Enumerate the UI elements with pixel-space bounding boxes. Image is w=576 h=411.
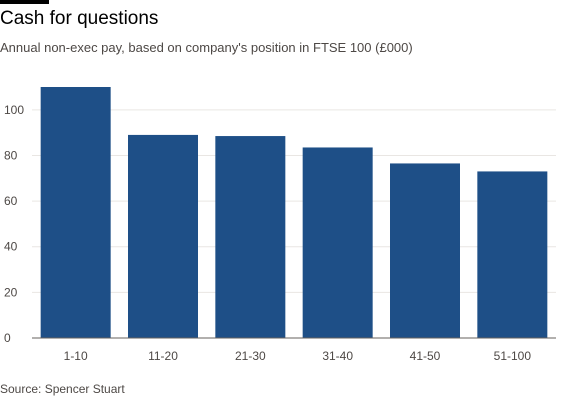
y-tick-label: 0 (4, 331, 11, 345)
bar-51-100 (477, 171, 548, 338)
source-note: Source: Spencer Stuart (0, 382, 125, 396)
header-rule (0, 0, 49, 4)
bar-21-30 (215, 136, 286, 338)
y-tick-label: 80 (4, 148, 18, 162)
x-tick-label: 31-40 (322, 349, 353, 363)
bar-31-40 (302, 147, 373, 338)
y-tick-label: 100 (4, 103, 24, 117)
bar-41-50 (390, 163, 460, 338)
y-axis-tick-labels: 0 20 40 60 80 100 (4, 103, 24, 345)
x-tick-label: 41-50 (410, 349, 441, 363)
x-tick-label: 11-20 (148, 349, 178, 363)
bars (40, 87, 548, 338)
x-tick-label: 1-10 (64, 349, 88, 363)
bar-chart: 0 20 40 60 80 100 1-10 11-20 21-30 31-40 41-50 51-… (4, 87, 556, 363)
bar-1-10 (40, 87, 111, 338)
y-tick-label: 40 (4, 240, 18, 254)
x-axis-tick-labels: 1-10 11-20 21-30 31-40 41-50 51-100 (64, 349, 532, 363)
x-tick-label: 51-100 (494, 349, 532, 363)
y-tick-label: 20 (4, 285, 18, 299)
chart-subtitle: Annual non-exec pay, based on company's … (0, 40, 413, 55)
gridlines (32, 109, 556, 293)
chart-title: Cash for questions (0, 8, 159, 29)
bar-11-20 (128, 134, 198, 338)
x-tick-label: 21-30 (235, 349, 266, 363)
y-tick-label: 60 (4, 194, 18, 208)
